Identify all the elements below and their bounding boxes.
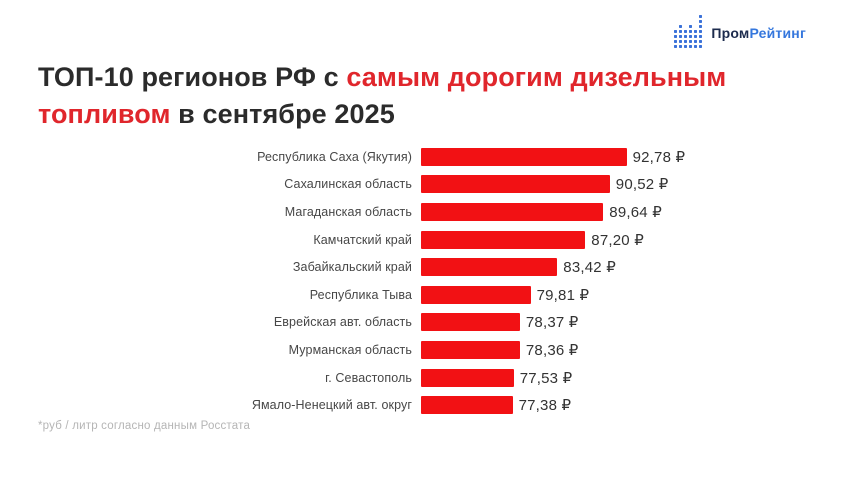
value-bar (421, 202, 604, 221)
region-label: Сахалинская область (284, 177, 412, 192)
region-label: Республика Тыва (309, 287, 412, 302)
chart-row: Еврейская авт. область 78,37 ₽ (0, 309, 850, 337)
chart-row: Камчатский край 87,20 ₽ (0, 226, 850, 254)
value-label: 90,52 ₽ (615, 176, 669, 194)
chart-row: Ямало-Ненецкий авт. округ 77,38 ₽ (0, 391, 850, 419)
logo-text-part2: Рейтинг (749, 24, 806, 41)
footnote: *руб / литр согласно данным Росстата (38, 420, 251, 432)
value-label: 79,81 ₽ (536, 286, 590, 304)
diesel-price-bar-chart: Республика Саха (Якутия) 92,78 ₽ Сахалин… (0, 143, 850, 419)
region-label: Республика Саха (Якутия) (257, 149, 412, 164)
value-bar (421, 258, 558, 277)
region-label: Магаданская область (284, 204, 412, 219)
value-label: 77,53 ₽ (519, 369, 573, 387)
region-label: Ямало-Ненецкий авт. округ (251, 398, 412, 413)
value-label: 89,64 ₽ (609, 203, 662, 221)
chart-row: г. Севастополь 77,53 ₽ (0, 364, 850, 392)
value-bar (421, 285, 531, 304)
title-part1: ТОП-10 регионов РФ с (38, 62, 347, 92)
region-label: Еврейская авт. область (273, 315, 412, 330)
value-label: 78,36 ₽ (525, 341, 579, 359)
title-part2: в сентябре 2025 (170, 99, 395, 129)
region-label: Мурманская область (288, 342, 412, 357)
value-bar (421, 175, 610, 194)
chart-row: Сахалинская область 90,52 ₽ (0, 171, 850, 199)
value-bar (421, 147, 627, 166)
value-bar (421, 313, 520, 332)
chart-row: Мурманская область 78,36 ₽ (0, 336, 850, 364)
value-bar (421, 368, 514, 387)
region-label: г. Севастополь (325, 370, 412, 385)
value-label: 87,20 ₽ (591, 231, 644, 249)
chart-row: Республика Тыва 79,81 ₽ (0, 281, 850, 309)
value-label: 77,38 ₽ (518, 397, 572, 415)
chart-row: Республика Саха (Якутия) 92,78 ₽ (0, 143, 850, 171)
value-label: 78,37 ₽ (525, 314, 579, 332)
chart-row: Забайкальский край 83,42 ₽ (0, 253, 850, 281)
prom-rating-logo-text: ПромРейтинг (711, 25, 806, 41)
value-bar (421, 230, 586, 249)
page-title: ТОП-10 регионов РФ с самым дорогим дизел… (38, 59, 788, 133)
value-bar (421, 340, 520, 359)
chart-row: Магаданская область 89,64 ₽ (0, 198, 850, 226)
prom-rating-logo: ПромРейтинг (673, 14, 806, 48)
value-label: 92,78 ₽ (632, 148, 686, 166)
title-accent: самым дорогим дизельным топливом (38, 62, 727, 129)
dotted-bar-chart-icon (673, 14, 703, 48)
region-label: Камчатский край (313, 232, 412, 247)
value-label: 83,42 ₽ (563, 259, 616, 277)
region-label: Забайкальский край (292, 260, 412, 275)
value-bar (421, 396, 513, 415)
logo-text-part1: Пром (711, 24, 750, 41)
